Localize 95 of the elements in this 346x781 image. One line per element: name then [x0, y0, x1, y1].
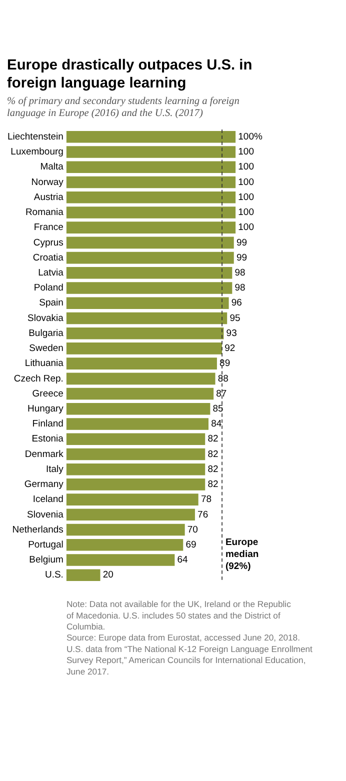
bar	[66, 463, 206, 476]
y-tick-label: Estonia	[32, 434, 64, 445]
data-label: 84	[211, 418, 222, 430]
y-tick-label: Spain	[39, 298, 64, 309]
y-tick-label: Sweden	[29, 343, 64, 354]
y-tick-label: Austria	[34, 192, 64, 203]
data-label: 93	[226, 328, 237, 339]
y-tick-label: Slovenia	[27, 509, 64, 520]
bar	[66, 236, 234, 249]
data-label: 82	[208, 434, 218, 445]
data-label: 88	[218, 373, 228, 384]
data-label: 98	[234, 267, 246, 278]
bar	[66, 282, 232, 294]
bar	[66, 131, 236, 143]
data-label: 100	[238, 192, 254, 203]
source-note: Source: Europe data from Eurostat, accessed June 20, 2018. U.S. data from “The National K-12 Foreign Language Enrollment Survey Report,” American Councils for International Education, June 2017.	[66, 632, 314, 676]
bar	[66, 494, 198, 506]
bar	[66, 478, 206, 490]
bar	[66, 508, 195, 521]
y-tick-label: Croatia	[32, 252, 64, 264]
chart-subtitle: % of primary and secondary students learning a foreign language in Europe (2016) and the U.S. (2017)	[7, 96, 240, 120]
y-tick-label: Romania	[25, 207, 64, 218]
bar	[66, 191, 236, 204]
bar	[66, 176, 236, 188]
data-label: 99	[236, 252, 248, 264]
y-tick-label: Lithuania	[24, 358, 64, 370]
data-label: 85	[212, 403, 224, 414]
data-label: 87	[216, 388, 227, 400]
bar	[66, 146, 236, 158]
y-tick-label: Czech Rep.	[14, 373, 64, 384]
text: Note: Data not available for the UK, Ireland or the Republic of Macedonia. U.S. includes 50 states and the District of Columbia.	[66, 599, 292, 632]
y-tick-label: Liechtenstein	[8, 132, 64, 143]
data-label: 69	[186, 539, 196, 550]
data-label: 100	[238, 207, 254, 218]
bar	[66, 161, 236, 174]
bar	[66, 358, 217, 370]
bar	[66, 448, 206, 460]
y-tick-label: Germany	[24, 479, 64, 490]
data-label: 70	[187, 524, 198, 536]
data-label: 100	[238, 162, 254, 173]
bar	[66, 538, 184, 551]
y-tick-label: Netherlands	[12, 524, 64, 536]
data-label: 82	[208, 464, 218, 475]
y-tick-label: Luxembourg	[10, 146, 64, 158]
bar	[66, 342, 222, 354]
bar	[66, 388, 214, 400]
y-tick-label: Greece	[32, 388, 64, 400]
y-tick-label: Portugal	[28, 539, 64, 550]
bar	[66, 554, 175, 566]
y-tick-label: Poland	[34, 282, 64, 294]
data-label: 99	[236, 237, 248, 248]
bar	[66, 418, 208, 430]
chart-title: Europe drastically outpaces U.S. in foreign language learning	[7, 58, 252, 92]
ref-line-label: Europe median (92%)	[225, 536, 259, 572]
bar	[66, 569, 100, 581]
y-tick-label: Latvia	[38, 267, 64, 278]
y-tick-label: Belgium	[29, 554, 64, 566]
y-tick-label: Slovakia	[28, 312, 64, 324]
data-label: 92	[224, 343, 236, 354]
y-tick-label: Cyprus	[33, 237, 64, 248]
bar	[66, 297, 229, 310]
bar	[66, 222, 236, 234]
data-label: 100	[238, 222, 254, 234]
y-tick-label: Italy	[46, 464, 64, 475]
data-label: 95	[230, 312, 240, 324]
data-label: 76	[198, 509, 208, 520]
y-tick-label: Finland	[32, 418, 64, 430]
y-tick-label: Iceland	[32, 494, 64, 506]
bar	[66, 403, 210, 415]
data-label: 98	[234, 282, 246, 294]
bar	[66, 433, 206, 446]
data-label: 89	[220, 358, 230, 370]
bar	[66, 372, 216, 385]
bar	[66, 312, 228, 324]
bar	[66, 524, 185, 536]
y-tick-label: Hungary	[28, 403, 64, 414]
data-label: 100	[238, 176, 254, 188]
data-label: 100	[238, 146, 254, 158]
bar	[66, 267, 232, 279]
y-tick-label: Denmark	[24, 448, 64, 460]
data-label: 20	[102, 570, 114, 581]
bar	[66, 206, 236, 218]
bar	[66, 252, 234, 264]
y-tick-label: Bulgaria	[28, 328, 64, 339]
y-tick-label: U.S.	[44, 570, 64, 581]
data-label: 82	[208, 448, 218, 460]
data-label: 96	[231, 298, 242, 309]
y-tick-label: France	[34, 222, 64, 234]
data-label: 64	[177, 554, 188, 566]
y-tick-label: Norway	[31, 176, 64, 188]
y-tick-label: Malta	[40, 162, 64, 173]
data-label: 78	[200, 494, 212, 506]
data-label: 100%	[238, 132, 263, 143]
bar	[66, 327, 224, 340]
data-label: 82	[208, 479, 218, 490]
